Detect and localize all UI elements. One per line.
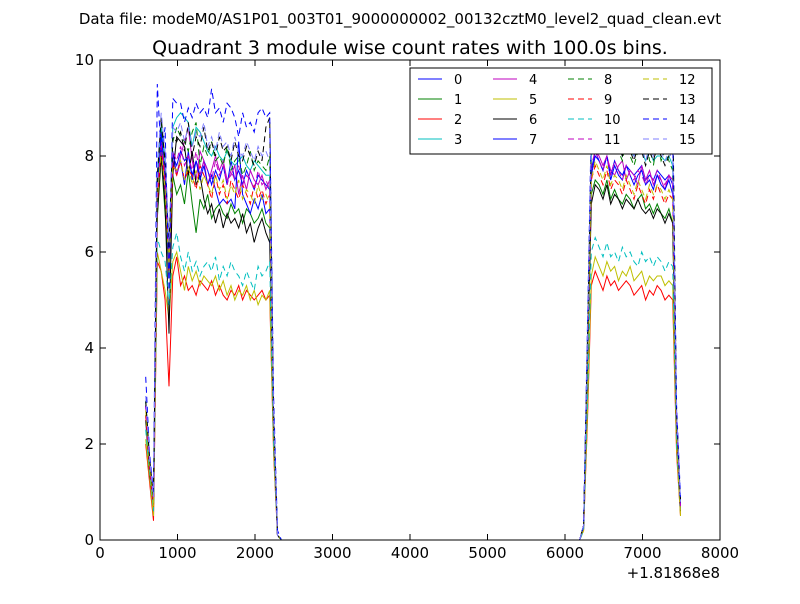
legend-label-5: 5	[529, 93, 537, 108]
legend-label-4: 4	[529, 73, 537, 88]
x-tick-label: 6000	[546, 544, 584, 562]
legend-box	[409, 67, 713, 155]
legend-label-6: 6	[529, 113, 537, 128]
legend-label-11: 11	[604, 133, 621, 148]
y-tick-label: 4	[84, 339, 94, 357]
legend-label-0: 0	[454, 73, 462, 88]
legend-label-3: 3	[454, 133, 462, 148]
legend-label-12: 12	[679, 73, 696, 88]
legend-label-7: 7	[529, 133, 537, 148]
legend-label-14: 14	[679, 113, 696, 128]
y-tick-label: 6	[84, 243, 94, 261]
y-tick-label: 10	[75, 51, 94, 69]
legend-label-2: 2	[454, 113, 462, 128]
legend-label-13: 13	[679, 93, 696, 108]
x-tick-label: 4000	[391, 544, 429, 562]
y-tick-label: 0	[84, 531, 94, 549]
series-line-11	[145, 141, 681, 541]
x-axis-offset-label: +1.81868e8	[627, 564, 720, 582]
x-tick-label: 2000	[236, 544, 274, 562]
series-line-12	[145, 151, 681, 541]
x-tick-label: 0	[95, 544, 105, 562]
series-line-9	[145, 146, 681, 541]
legend-label-8: 8	[604, 73, 612, 88]
legend-label-10: 10	[604, 113, 621, 128]
series-line-1	[145, 155, 681, 541]
y-tick-label: 2	[84, 435, 94, 453]
legend-label-9: 9	[604, 93, 612, 108]
x-tick-label: 8000	[701, 544, 739, 562]
data-file-label: Data file: modeM0/AS1P01_003T01_90000000…	[79, 10, 721, 29]
series-line-4	[145, 127, 681, 541]
x-tick-label: 1000	[158, 544, 196, 562]
plot-area: 0 1000 2000 3000 4000 5000 6000 7000 80000246810…	[75, 51, 739, 562]
series-line-8	[145, 122, 681, 541]
y-tick-label: 8	[84, 147, 94, 165]
series-line-6	[145, 135, 681, 541]
x-tick-label: 7000	[623, 544, 661, 562]
series-line-0	[145, 136, 681, 541]
series-line-5	[145, 250, 681, 541]
legend-label-15: 15	[679, 133, 696, 148]
legend-label-1: 1	[454, 93, 462, 108]
series-line-2	[145, 256, 681, 541]
series-line-10	[145, 232, 681, 541]
x-tick-label: 5000	[468, 544, 506, 562]
x-tick-label: 3000	[313, 544, 351, 562]
chart-title: Quadrant 3 module wise count rates with …	[152, 37, 668, 59]
